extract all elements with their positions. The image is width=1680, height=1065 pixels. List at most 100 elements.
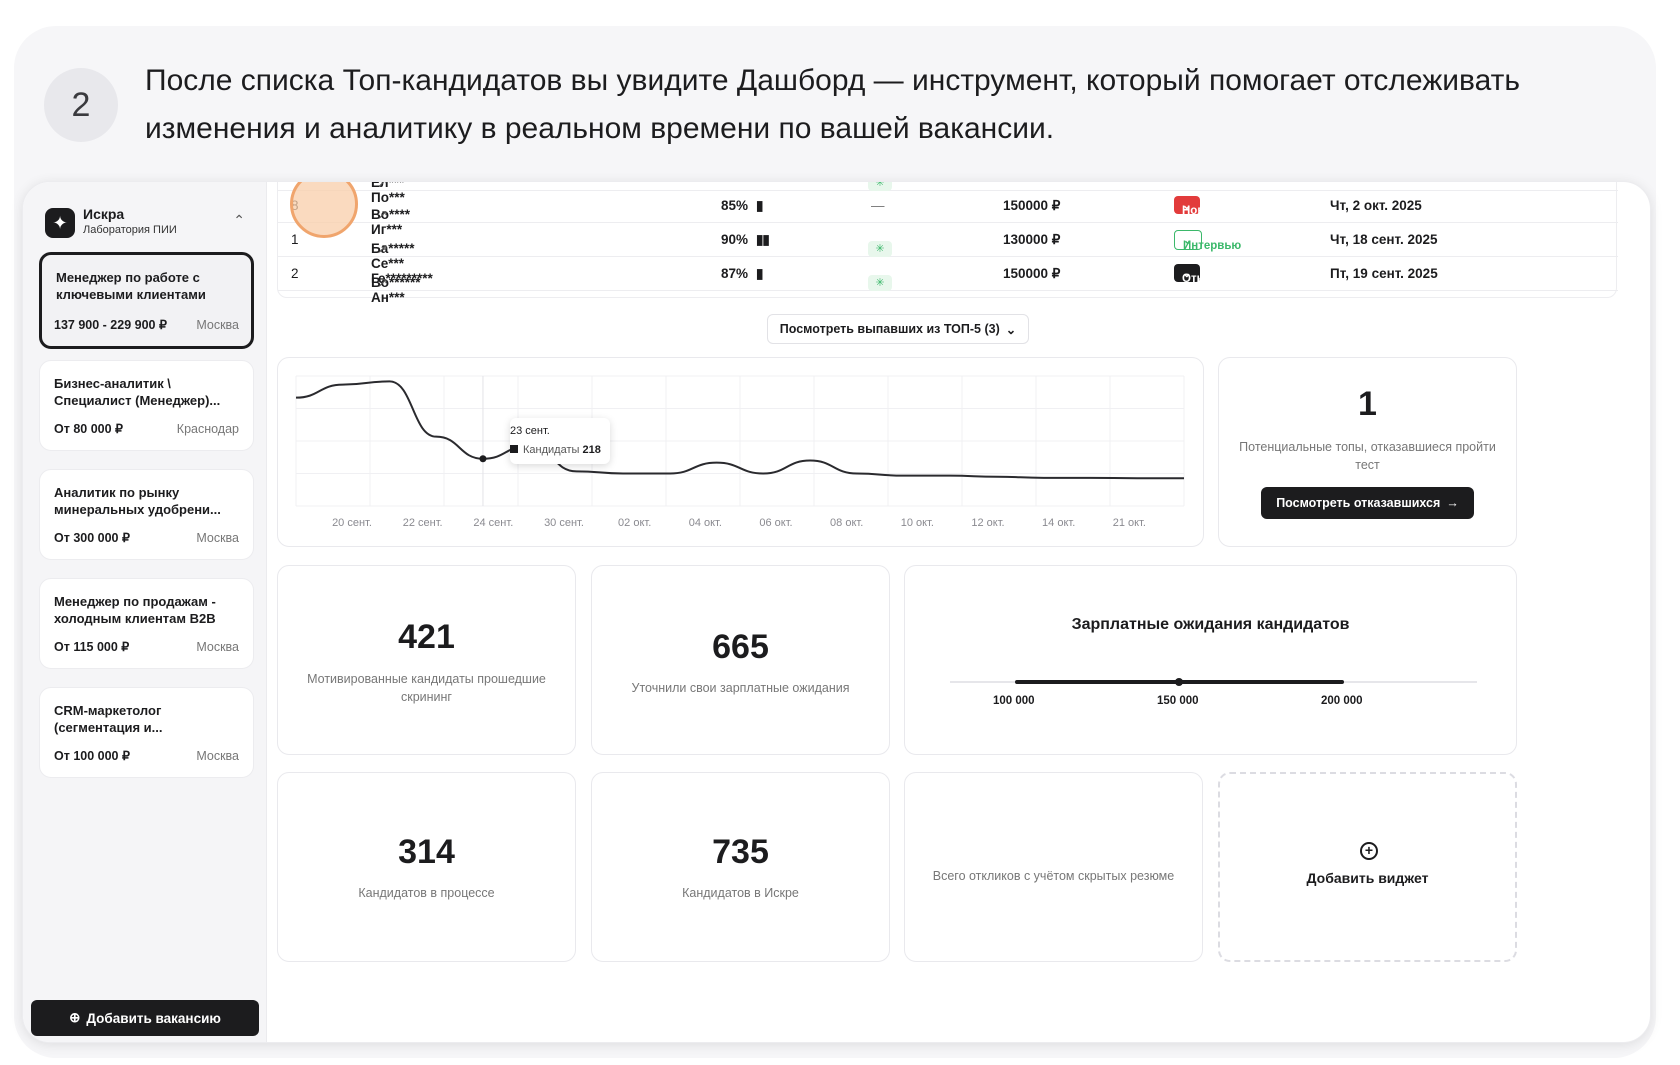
candidate-name-text: Ел*** По*** <box>371 181 405 205</box>
date: Пт, 19 сент. 2025 <box>1330 266 1438 281</box>
status-badge[interactable]: Отказ ⌄ <box>1174 264 1215 285</box>
vacancy-salary: 137 900 - 229 900 ₽ <box>54 318 167 332</box>
salary-mid: 150 000 <box>1157 695 1199 707</box>
x-tick-label: 10 окт. <box>901 517 934 529</box>
x-tick-label: 21 окт. <box>1113 517 1146 529</box>
vacancy-salary: От 300 000 ₽ <box>54 531 130 545</box>
date: Чт, 18 сент. 2025 <box>1330 232 1438 247</box>
tooltip-date: 23 сент. <box>510 425 550 437</box>
match-percent: 87% <box>721 266 749 281</box>
refused-tops-label: Потенциальные топы, отказавшиеся пройти … <box>1239 440 1496 472</box>
external-link-icon[interactable]: ↗ <box>377 181 389 190</box>
in-process-value: 314 <box>398 833 455 871</box>
motivated-label: Мотивированные кандидаты прошедшие скрин… <box>307 672 546 704</box>
date: Чт, 2 окт. 2025 <box>1330 198 1422 213</box>
in-process-widget: 314 Кандидатов в процессе <box>277 772 576 962</box>
external-link-icon[interactable]: ↗ <box>377 207 389 222</box>
vacancy-item[interactable]: CRM-маркетолог (сегментация и... От 100 0… <box>39 687 254 778</box>
in-iskra-value: 735 <box>712 833 769 871</box>
x-tick-label: 24 сент. <box>473 517 513 529</box>
status-label: Интервью <box>1183 240 1242 252</box>
chart-tooltip: 23 сент. Кандидаты 218 <box>510 418 610 464</box>
vacancy-title: CRM-маркетолог (сегментация и... <box>54 703 163 735</box>
vacancy-title: Менеджер по работе с ключевыми клиентами <box>56 270 206 302</box>
salary-expectations-widget: Зарплатные ожидания кандидатов 100 000 1… <box>904 565 1517 755</box>
series-line <box>295 380 1184 480</box>
salary-min: 100 000 <box>993 695 1035 707</box>
motivated-value: 421 <box>398 618 455 656</box>
x-tick-label: 04 окт. <box>689 517 722 529</box>
table-row[interactable]: 8Во**** Иг***↗85%▮—150000 ₽Новый ⌄Чт, 2 … <box>278 189 1618 237</box>
vacancy-title: Менеджер по продажам - холодным клиентам… <box>54 594 216 626</box>
in-iskra-widget: 735 Кандидатов в Искре <box>591 772 890 962</box>
vacancy-salary: От 100 000 ₽ <box>54 749 130 763</box>
dashboard: 5Ел*** По***↗80%▮✳140000 ₽Новый ⌄Пт, 19 … <box>267 181 1650 1042</box>
vacancy-item[interactable]: Бизнес-аналитик \ Специалист (Менеджер).… <box>39 360 254 451</box>
salary-median-marker <box>1175 678 1183 686</box>
arrow-right-icon: → <box>1446 496 1459 510</box>
chevron-down-icon: ⌄ <box>1005 322 1017 337</box>
table-row[interactable]: 5Ел*** По***↗80%▮✳140000 ₽Новый ⌄Пт, 19 … <box>278 181 1618 205</box>
match-bars: ▮ <box>756 181 762 182</box>
top-candidates-table: 5Ел*** По***↗80%▮✳140000 ₽Новый ⌄Пт, 19 … <box>277 181 1618 305</box>
in-process-label: Кандидатов в процессе <box>358 886 495 900</box>
match-bars: ▮▮ <box>756 232 770 247</box>
vacancy-title: Аналитик по рынку минеральных удобрени..… <box>54 485 221 517</box>
org-switcher[interactable]: ✦ Искра Лаборатория ПИИ ⌃ <box>45 204 245 244</box>
view-refused-button[interactable]: Посмотреть отказавшихся → <box>1261 487 1474 519</box>
click-highlight <box>290 182 358 238</box>
salary-title: Зарплатные ожидания кандидатов <box>1071 616 1350 633</box>
add-vacancy-button[interactable]: ⊕ Добавить вакансию <box>31 1000 259 1036</box>
salary: 140000 ₽ <box>1003 181 1060 182</box>
empty-dash: — <box>871 198 885 213</box>
rank: 2 <box>291 266 299 281</box>
total-responses-widget: Всего откликов с учётом скрытых резюме <box>904 772 1203 962</box>
in-iskra-label: Кандидатов в Искре <box>682 886 799 900</box>
vacancy-item[interactable]: Аналитик по рынку минеральных удобрени..… <box>39 469 254 560</box>
candidate-name-text: Во**** Иг*** <box>371 207 411 237</box>
match-bars: ▮ <box>756 266 764 281</box>
chevron-updown-icon[interactable]: ⌃ <box>233 212 245 228</box>
salary-max: 200 000 <box>1321 695 1363 707</box>
status-label: Новый <box>1182 182 1221 185</box>
external-link-icon[interactable]: ↗ <box>377 275 389 290</box>
table-row[interactable]: 2 Во****** Ан*** ↗ 87% ▮ ✳ 150000 ₽ Отказ ⌄ Пт, … <box>278 257 1618 305</box>
motivated-widget: 421 Мотивированные кандидаты прошедшие с… <box>277 565 576 755</box>
vacancy-item[interactable]: Менеджер по продажам - холодным клиентам… <box>39 578 254 669</box>
tooltip-swatch <box>510 445 518 453</box>
vacancy-city: Москва <box>196 531 239 545</box>
rank: 1 <box>291 232 299 247</box>
app-screenshot: ✦ Искра Лаборатория ПИИ ⌃ Менеджер по ра… <box>22 181 1651 1043</box>
status-label: Отказ <box>1182 273 1215 285</box>
status-badge[interactable]: Новый ⌄ <box>1174 196 1221 217</box>
tooltip-series: Кандидаты <box>523 444 580 456</box>
match-percent: 85% <box>721 198 749 213</box>
dropouts-dropdown-button[interactable]: Посмотреть выпавших из ТОП-5 (3) ⌄ <box>767 314 1029 344</box>
x-tick-label: 08 окт. <box>830 517 863 529</box>
candidates-chart: 20 сент. 22 сент. 24 сент. 30 сент. 02 окт. 0… <box>277 357 1204 547</box>
refused-tops-value: 1 <box>1358 385 1377 423</box>
x-tick-label: 20 сент. <box>332 517 372 529</box>
tooltip-value: 218 <box>582 444 601 456</box>
x-tick-label: 30 сент. <box>544 517 584 529</box>
salary: 150000 ₽ <box>1003 266 1061 281</box>
total-responses-label: Всего откликов с учётом скрытых резюме <box>932 869 1175 883</box>
external-link-icon[interactable]: ↗ <box>377 241 389 256</box>
status-label: Новый <box>1182 205 1222 217</box>
vacancy-salary: От 115 000 ₽ <box>54 640 130 654</box>
add-vacancy-label: Добавить вакансию <box>86 1010 221 1026</box>
x-tick-label: 06 окт. <box>759 517 792 529</box>
line-chart: 20 сент. 22 сент. 24 сент. 30 сент. 02 окт. 0… <box>295 375 1185 529</box>
vacancy-title: Бизнес-аналитик \ Специалист (Менеджер).… <box>54 376 221 408</box>
add-widget-button[interactable]: + Добавить виджет <box>1218 772 1517 962</box>
table-row[interactable]: 1 Ба***** Се*** Ге********* ↗ 90% ▮▮ ✳ 130000 … <box>278 223 1618 286</box>
hover-point[interactable] <box>479 455 487 463</box>
x-tick-label: 02 окт. <box>618 517 651 529</box>
org-name: Искра <box>83 206 125 222</box>
salary: 150000 ₽ <box>1003 198 1061 213</box>
salary: 130000 ₽ <box>1003 232 1061 247</box>
status-badge[interactable]: Новый ⌄ <box>1182 182 1221 185</box>
vacancy-item[interactable]: Менеджер по работе с ключевыми клиентами… <box>39 252 254 349</box>
x-tick-label: 12 окт. <box>971 517 1004 529</box>
status-badge[interactable]: Интервью ⌄ <box>1174 230 1241 252</box>
